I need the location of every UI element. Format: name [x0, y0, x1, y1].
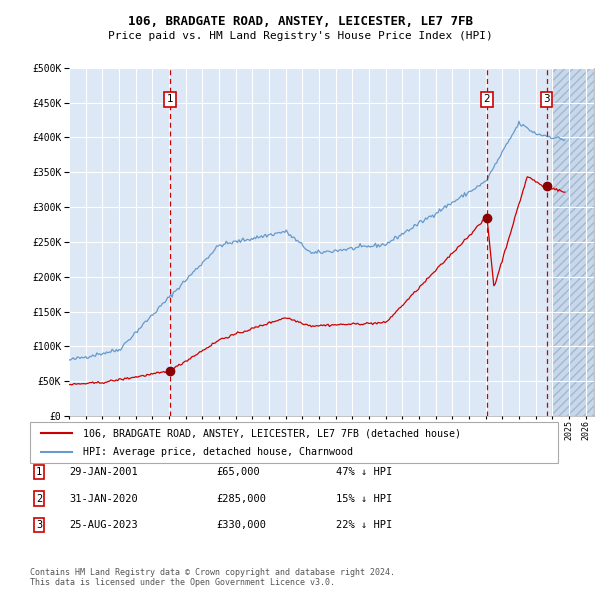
- Text: 25-AUG-2023: 25-AUG-2023: [69, 520, 138, 530]
- Text: 106, BRADGATE ROAD, ANSTEY, LEICESTER, LE7 7FB: 106, BRADGATE ROAD, ANSTEY, LEICESTER, L…: [128, 15, 473, 28]
- Text: 1: 1: [36, 467, 42, 477]
- Text: 1: 1: [167, 94, 173, 104]
- Text: 106, BRADGATE ROAD, ANSTEY, LEICESTER, LE7 7FB (detached house): 106, BRADGATE ROAD, ANSTEY, LEICESTER, L…: [83, 428, 461, 438]
- Text: 3: 3: [36, 520, 42, 530]
- Text: 3: 3: [543, 94, 550, 104]
- Text: Price paid vs. HM Land Registry's House Price Index (HPI): Price paid vs. HM Land Registry's House …: [107, 31, 493, 41]
- Text: 31-JAN-2020: 31-JAN-2020: [69, 494, 138, 503]
- Text: 47% ↓ HPI: 47% ↓ HPI: [336, 467, 392, 477]
- Text: HPI: Average price, detached house, Charnwood: HPI: Average price, detached house, Char…: [83, 447, 353, 457]
- Text: 15% ↓ HPI: 15% ↓ HPI: [336, 494, 392, 503]
- Text: 29-JAN-2001: 29-JAN-2001: [69, 467, 138, 477]
- Text: 2: 2: [36, 494, 42, 503]
- Text: Contains HM Land Registry data © Crown copyright and database right 2024.
This d: Contains HM Land Registry data © Crown c…: [30, 568, 395, 587]
- Polygon shape: [553, 68, 594, 416]
- Text: £285,000: £285,000: [216, 494, 266, 503]
- Text: 2: 2: [484, 94, 490, 104]
- FancyBboxPatch shape: [30, 422, 558, 463]
- Text: 22% ↓ HPI: 22% ↓ HPI: [336, 520, 392, 530]
- Text: £65,000: £65,000: [216, 467, 260, 477]
- Text: £330,000: £330,000: [216, 520, 266, 530]
